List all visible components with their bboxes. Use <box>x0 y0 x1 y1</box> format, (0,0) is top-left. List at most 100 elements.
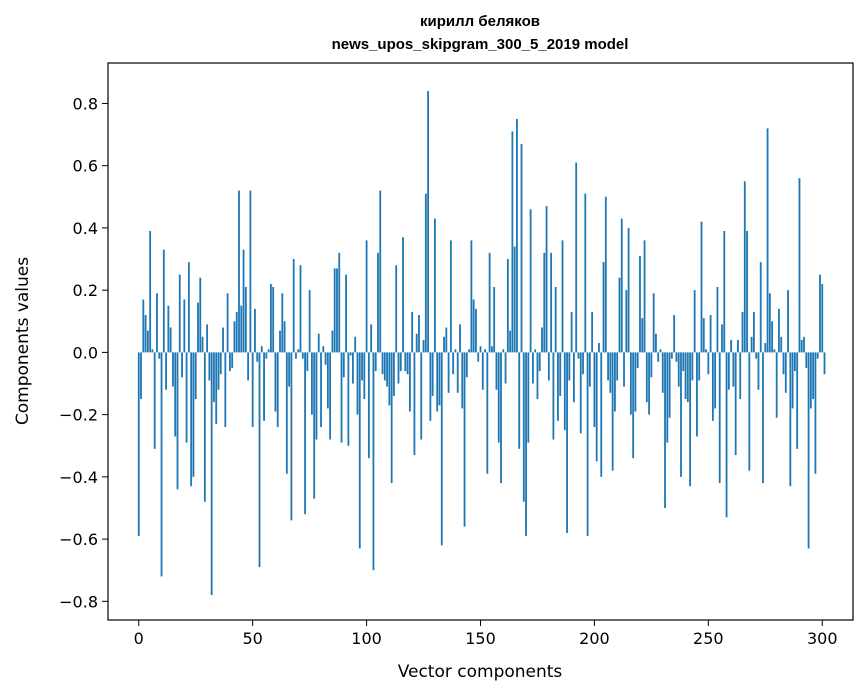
bar-246 <box>698 352 701 381</box>
bar-301 <box>823 352 826 375</box>
bar-120 <box>411 311 414 353</box>
bar-40 <box>228 352 231 372</box>
bar-259 <box>727 352 730 390</box>
y-tick-label: −0.4 <box>59 468 98 487</box>
bar-277 <box>768 293 771 353</box>
bar-229 <box>659 349 662 353</box>
bar-262 <box>734 352 737 456</box>
bar-60 <box>274 352 277 412</box>
bar-230 <box>661 352 664 393</box>
bar-6 <box>151 349 154 353</box>
x-tick-label: 150 <box>465 629 496 648</box>
bar-104 <box>374 352 377 372</box>
bar-68 <box>292 259 295 353</box>
bar-18 <box>178 274 181 353</box>
bar-14 <box>169 327 172 353</box>
bar-241 <box>686 352 689 403</box>
bar-49 <box>249 190 252 353</box>
bar-15 <box>172 352 174 387</box>
bar-69 <box>295 352 297 359</box>
bar-221 <box>641 318 644 353</box>
bar-154 <box>488 252 491 353</box>
bar-82 <box>324 352 327 365</box>
bar-247 <box>700 221 703 353</box>
bar-270 <box>752 311 755 353</box>
bar-293 <box>805 352 808 368</box>
bar-210 <box>616 352 619 381</box>
bar-92 <box>347 352 350 446</box>
x-axis-label: Vector components <box>398 662 563 682</box>
bar-258 <box>725 352 728 518</box>
bar-219 <box>636 352 639 368</box>
bar-90 <box>342 352 345 378</box>
bar-23 <box>190 352 193 487</box>
bar-133 <box>440 352 443 546</box>
bar-290 <box>798 178 801 353</box>
bar-249 <box>705 349 707 353</box>
bar-135 <box>445 327 448 353</box>
bar-4 <box>146 330 149 353</box>
bar-83 <box>326 352 329 409</box>
bar-243 <box>691 352 694 381</box>
bar-261 <box>732 352 735 387</box>
bar-26 <box>197 302 199 353</box>
bar-52 <box>256 352 259 362</box>
bar-185 <box>559 352 562 396</box>
bar-128 <box>429 352 432 421</box>
bar-86 <box>333 268 336 353</box>
bar-81 <box>322 346 325 353</box>
bar-274 <box>762 352 764 484</box>
bar-7 <box>153 352 156 449</box>
bar-93 <box>349 352 352 356</box>
bar-126 <box>424 193 427 353</box>
bar-254 <box>716 287 719 353</box>
bar-177 <box>541 327 543 353</box>
bar-11 <box>162 249 165 353</box>
bar-66 <box>288 352 291 387</box>
bar-184 <box>557 352 559 421</box>
bar-101 <box>367 352 370 459</box>
bar-63 <box>281 293 284 353</box>
bar-65 <box>285 352 288 474</box>
bar-16 <box>174 352 177 437</box>
bar-70 <box>297 349 300 353</box>
bar-33 <box>213 352 215 403</box>
bar-171 <box>527 352 530 443</box>
bar-281 <box>778 308 780 353</box>
bar-24 <box>192 352 195 477</box>
plot-frame <box>107 62 854 621</box>
bar-47 <box>244 287 247 353</box>
bar-168 <box>520 143 523 353</box>
bar-87 <box>336 268 338 353</box>
bar-204 <box>602 262 605 353</box>
bar-250 <box>707 352 710 375</box>
bar-157 <box>495 352 498 390</box>
bar-282 <box>780 336 783 353</box>
chart-title: кирилл беляков <box>420 13 540 30</box>
bar-218 <box>634 352 637 412</box>
bar-248 <box>702 318 705 353</box>
bar-124 <box>420 352 423 440</box>
bar-21 <box>185 352 188 443</box>
bar-2 <box>142 299 145 353</box>
bar-233 <box>668 352 671 418</box>
bar-227 <box>655 333 657 353</box>
bar-57 <box>267 349 270 353</box>
bar-236 <box>675 352 678 362</box>
bar-245 <box>696 352 698 437</box>
bar-110 <box>388 352 391 406</box>
bar-96 <box>356 352 359 415</box>
x-tick-label: 300 <box>807 629 838 648</box>
bar-194 <box>579 352 582 434</box>
bars-group <box>137 91 826 596</box>
bar-189 <box>568 352 571 381</box>
bar-156 <box>493 287 496 353</box>
bar-237 <box>677 352 680 387</box>
bar-260 <box>730 339 733 353</box>
bar-150 <box>479 346 482 353</box>
bar-295 <box>809 352 812 409</box>
bar-17 <box>176 352 179 490</box>
bar-35 <box>217 352 220 390</box>
bar-75 <box>308 290 311 353</box>
